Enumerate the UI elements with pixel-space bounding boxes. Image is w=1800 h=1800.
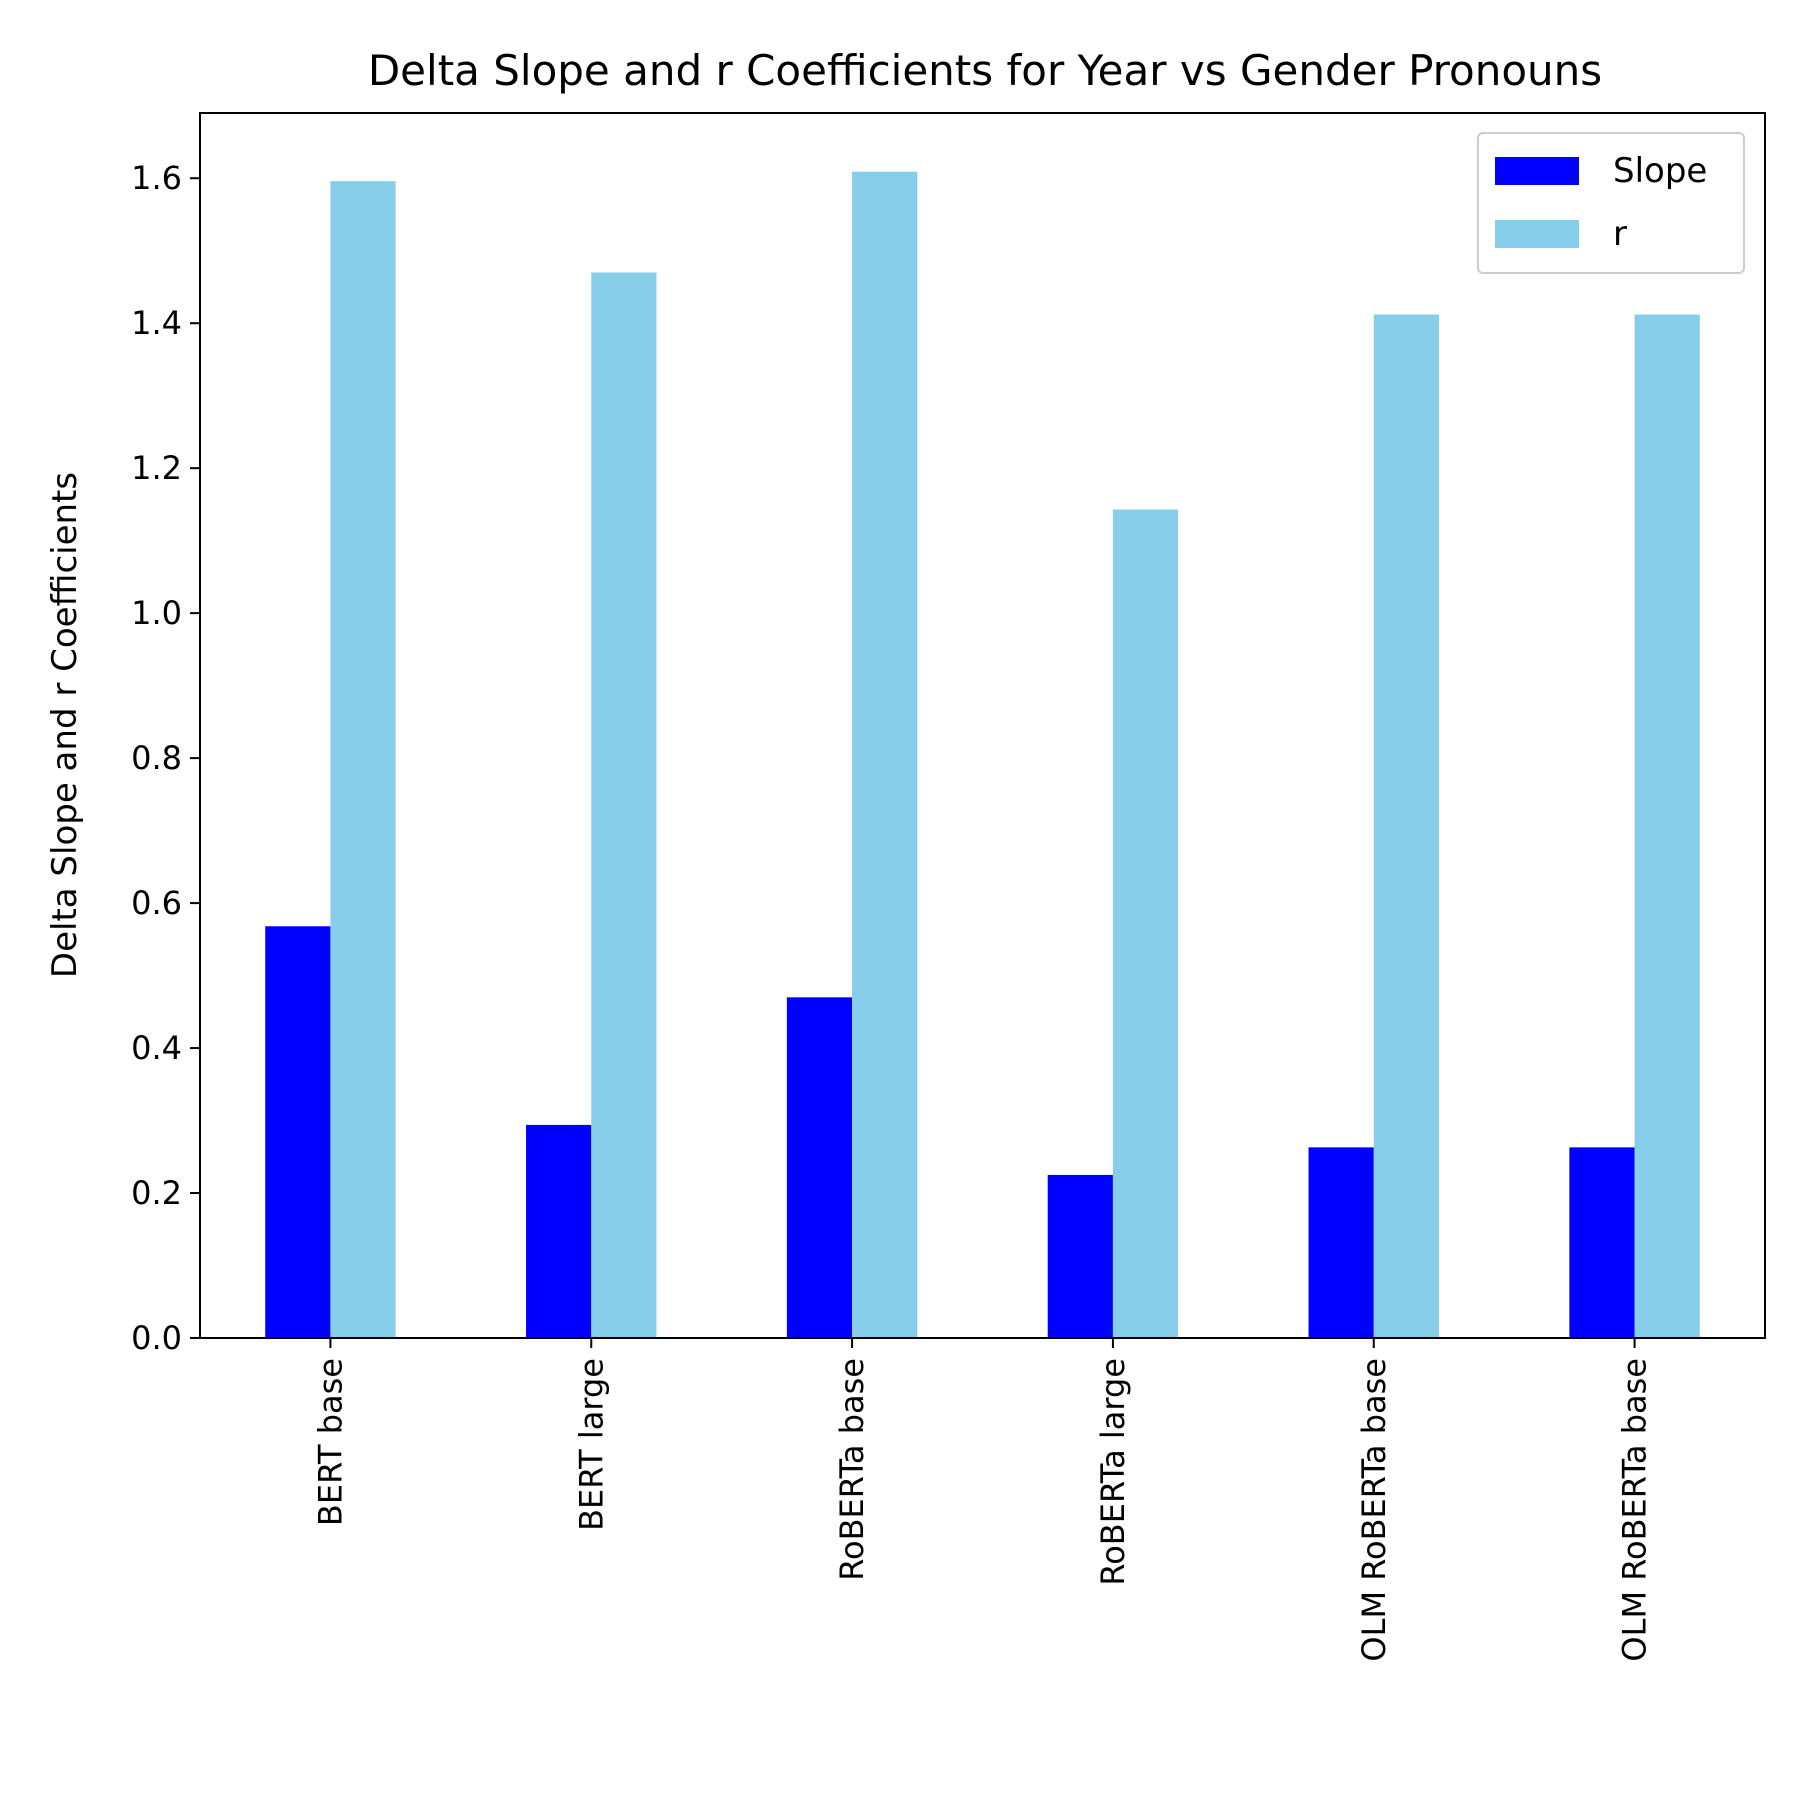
y-tick-label: 0.0: [131, 1319, 182, 1357]
y-tick-label: 0.6: [131, 884, 182, 922]
y-tick-label: 0.8: [131, 739, 182, 777]
bar-r-bert-large-1: [591, 272, 657, 1338]
legend: Slope r: [1477, 132, 1745, 274]
y-tick-label: 1.0: [131, 594, 182, 632]
y-axis: 0.0 0.2 0.4 0.6 0.8 1.0 1.2 1.4 1.6: [131, 159, 200, 1357]
x-tick-label-roberta-base: RoBERTa base: [833, 1358, 871, 1581]
chart-title: Delta Slope and r Coefficients for Year …: [368, 46, 1602, 95]
bar-slope-olm-roberta-base-5: [1569, 1147, 1635, 1338]
legend-swatch-r: [1495, 220, 1579, 248]
bar-slope-roberta-large-3: [1047, 1174, 1113, 1338]
bar-slope-bert-large-1: [526, 1124, 592, 1338]
legend-label-r: r: [1613, 214, 1627, 254]
x-axis: BERT base BERT large RoBERTa base RoBERTa l…: [311, 1338, 1654, 1662]
bar-r-roberta-large-3: [1112, 509, 1179, 1338]
legend-label-slope: Slope: [1613, 151, 1707, 191]
x-tick-label-olm-roberta-base: OLM RoBERTa base: [1355, 1358, 1393, 1662]
x-tick-label-roberta-large: RoBERTa large: [1094, 1358, 1132, 1586]
plot-frame: [199, 112, 1766, 1339]
bar-r-olm-roberta-base-4: [1373, 314, 1439, 1338]
x-tick-label-bert-large: BERT large: [572, 1358, 610, 1531]
bar-slope-bert-base-0: [265, 926, 331, 1338]
bar-slope-roberta-base-2: [786, 997, 853, 1338]
bar-r-roberta-base-2: [852, 171, 918, 1338]
bar-r-olm-roberta-base-5: [1634, 314, 1700, 1338]
bar-r-bert-base-0: [330, 181, 396, 1338]
bars-layer: [265, 171, 1700, 1338]
y-tick-label: 0.4: [131, 1029, 182, 1067]
y-tick-label: 1.6: [131, 159, 182, 197]
x-tick-label-bert-base: BERT base: [311, 1358, 349, 1526]
y-tick-label: 1.2: [131, 449, 182, 487]
y-tick-label: 1.4: [131, 304, 182, 342]
legend-swatch-slope: [1495, 157, 1579, 185]
x-tick-label-olm-roberta-base: OLM RoBERTa base: [1616, 1358, 1654, 1662]
y-tick-label: 0.2: [131, 1174, 182, 1212]
y-axis-label: Delta Slope and r Coefficients: [45, 472, 85, 978]
bar-slope-olm-roberta-base-4: [1308, 1147, 1374, 1338]
